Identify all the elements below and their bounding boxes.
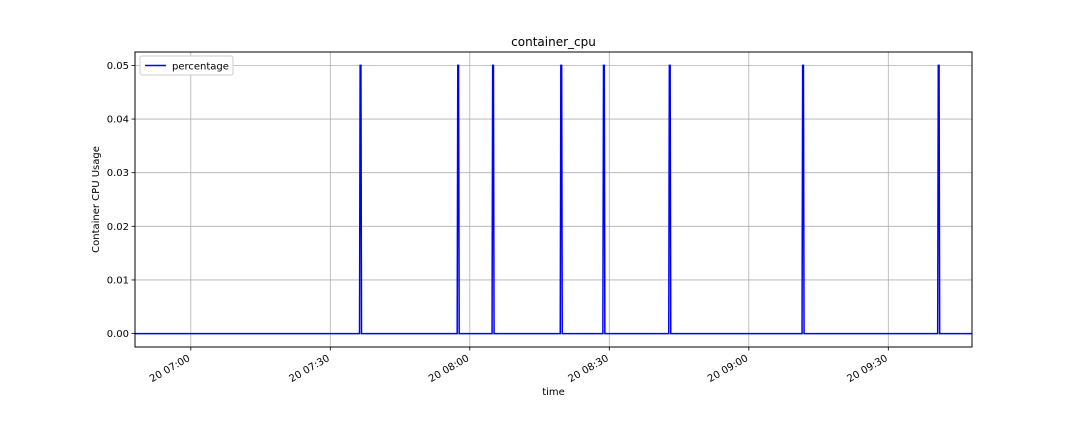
plot-area [135, 52, 972, 347]
y-tick-label: 0.02 [107, 222, 129, 233]
series-layer [135, 64, 972, 335]
y-tick-label: 0.00 [107, 329, 129, 340]
x-axis-label: time [542, 387, 565, 398]
y-tick-label: 0.04 [107, 115, 129, 126]
legend: percentage [139, 55, 234, 76]
chart-title: container_cpu [511, 35, 596, 49]
legend-label: percentage [172, 62, 229, 73]
plot-frame [134, 51, 973, 348]
grid [135, 52, 972, 347]
series-line-percentage [135, 64, 972, 335]
y-tick-label: 0.01 [107, 275, 129, 286]
y-axis-label: Container CPU Usage [91, 146, 102, 253]
y-tick-label: 0.05 [107, 61, 129, 72]
y-tick-label: 0.03 [107, 168, 129, 179]
legend-frame [139, 55, 234, 76]
